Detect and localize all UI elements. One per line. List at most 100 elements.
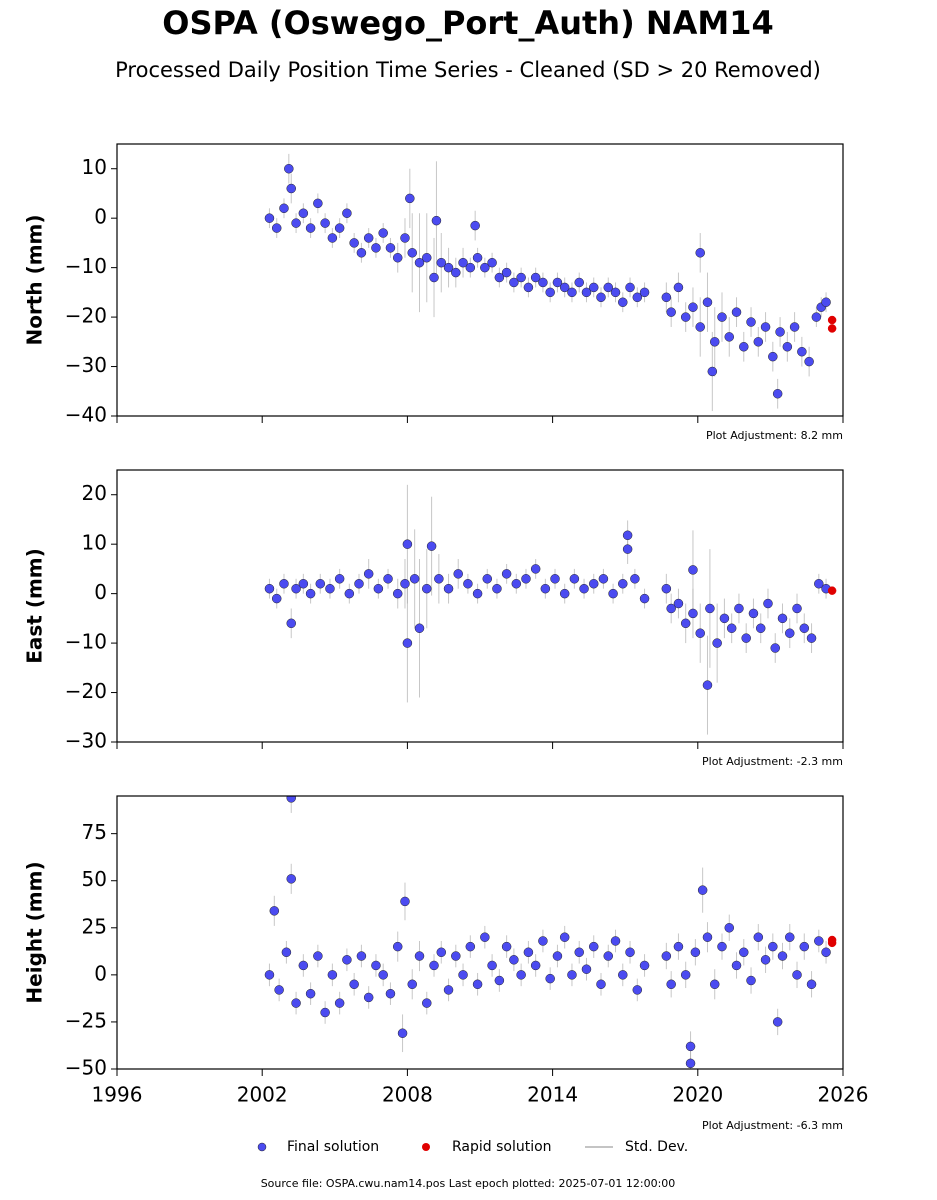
- point: [501, 941, 512, 952]
- point: [274, 985, 284, 995]
- point: [702, 680, 713, 690]
- point: [327, 233, 338, 243]
- point: [523, 282, 534, 293]
- point: [286, 618, 296, 629]
- point: [618, 297, 628, 308]
- point: [705, 603, 715, 614]
- point: [688, 565, 698, 575]
- point: [598, 574, 609, 584]
- point: [509, 277, 519, 288]
- point: [673, 598, 684, 609]
- point: [264, 213, 275, 223]
- point: [734, 603, 744, 614]
- point: [327, 970, 338, 980]
- point: [559, 932, 570, 942]
- y-tick-label: −10: [65, 254, 107, 278]
- point: [768, 941, 778, 952]
- point: [588, 282, 599, 293]
- point: [632, 292, 643, 303]
- plot-adjustment: Plot Adjustment: -6.3 mm: [702, 1119, 843, 1132]
- point: [480, 262, 490, 273]
- point: [731, 960, 742, 971]
- x-tick-label: 2002: [237, 1083, 288, 1107]
- y-axis-label: East (mm): [23, 548, 47, 664]
- y-tick-label: 75: [82, 820, 107, 844]
- point: [814, 578, 824, 589]
- point: [545, 973, 555, 984]
- point: [436, 257, 447, 268]
- y-tick-label: −20: [65, 304, 107, 328]
- source-note: Source file: OSPA.cwu.nam14.pos Last epo…: [261, 1177, 676, 1190]
- point: [501, 569, 512, 579]
- point: [305, 988, 316, 999]
- point: [550, 574, 560, 584]
- point: [748, 608, 759, 619]
- point: [545, 287, 555, 298]
- y-axis-label: Height (mm): [23, 861, 47, 1003]
- plot-adjustment: Plot Adjustment: -2.3 mm: [702, 755, 843, 768]
- y-tick-label: 50: [82, 867, 107, 891]
- point: [392, 588, 403, 599]
- point: [610, 287, 621, 298]
- y-tick-label: −40: [65, 403, 107, 427]
- plot-area: [264, 484, 837, 735]
- plot-area: [264, 796, 837, 1069]
- point: [695, 628, 705, 638]
- x-tick-label: 2014: [527, 1083, 578, 1107]
- legend-label: Std. Dev.: [625, 1139, 688, 1155]
- legend-label: Rapid solution: [452, 1139, 552, 1155]
- y-tick-label: 25: [82, 914, 107, 938]
- point: [731, 307, 742, 317]
- point: [298, 960, 309, 971]
- point: [516, 272, 526, 283]
- point: [405, 193, 415, 204]
- point: [334, 574, 345, 584]
- point: [325, 583, 335, 594]
- point: [487, 257, 497, 268]
- point: [363, 569, 374, 579]
- point: [666, 979, 676, 990]
- point: [400, 233, 410, 243]
- point: [777, 951, 788, 961]
- y-tick-label: −25: [65, 1008, 107, 1032]
- point: [661, 292, 672, 303]
- point: [581, 287, 592, 298]
- point: [811, 312, 822, 322]
- y-tick-label: −20: [65, 679, 107, 703]
- point: [625, 282, 635, 293]
- point: [661, 583, 672, 594]
- point: [625, 947, 635, 958]
- point: [443, 985, 454, 995]
- point: [465, 941, 476, 952]
- point: [431, 215, 442, 226]
- point: [688, 302, 698, 312]
- point: [286, 183, 296, 194]
- point: [320, 218, 330, 228]
- point: [356, 951, 367, 961]
- point: [409, 574, 420, 584]
- point: [392, 252, 403, 263]
- plot-frame: [116, 795, 844, 1070]
- point: [768, 351, 778, 362]
- y-tick-label: −50: [65, 1056, 107, 1080]
- point: [559, 282, 570, 293]
- point: [383, 574, 393, 584]
- point: [827, 324, 837, 333]
- point: [482, 574, 493, 584]
- point: [291, 218, 301, 228]
- point: [530, 272, 541, 283]
- point: [709, 979, 720, 990]
- point: [697, 885, 708, 895]
- point: [685, 1041, 696, 1052]
- point: [827, 586, 837, 595]
- point: [760, 322, 771, 332]
- point: [463, 578, 473, 589]
- point: [608, 588, 618, 599]
- point: [695, 248, 705, 258]
- point: [494, 975, 505, 986]
- point: [279, 578, 289, 589]
- point: [772, 388, 783, 399]
- point: [298, 208, 309, 218]
- point: [313, 951, 323, 961]
- point: [806, 633, 817, 643]
